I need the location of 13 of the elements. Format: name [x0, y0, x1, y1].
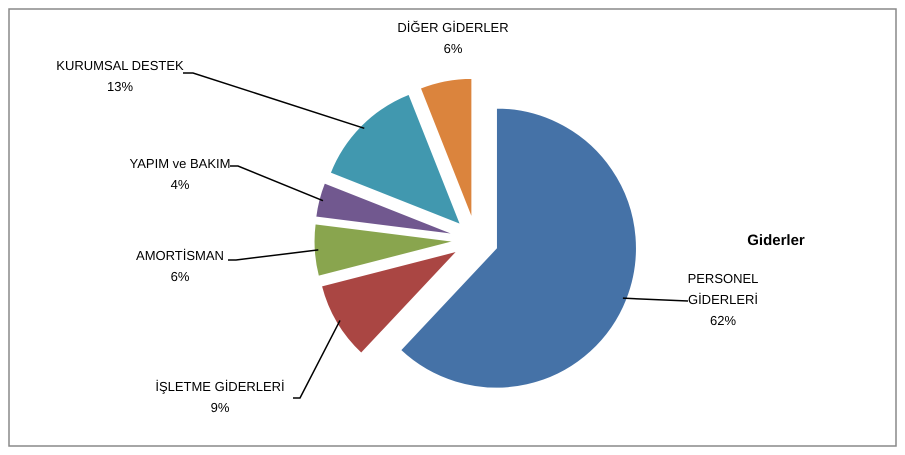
slice-label: PERSONEL GİDERLERİ — [688, 271, 758, 307]
data-label: 9% — [210, 400, 230, 415]
data-label: 4% — [170, 177, 190, 192]
slice-label: İŞLETME GİDERLERİ — [155, 379, 285, 394]
slice-label: DİĞER GİDERLER — [397, 20, 509, 35]
text: Giderler — [747, 232, 805, 249]
slice-label: YAPIM ve BAKIM — [130, 156, 230, 171]
data-label: 62% — [710, 313, 736, 328]
slice-label: KURUMSAL DESTEK — [56, 58, 184, 73]
data-label: 6% — [444, 41, 463, 56]
slice-label: AMORTİSMAN — [136, 248, 224, 263]
data-label: 6% — [170, 269, 190, 284]
data-label: 13% — [106, 79, 134, 94]
